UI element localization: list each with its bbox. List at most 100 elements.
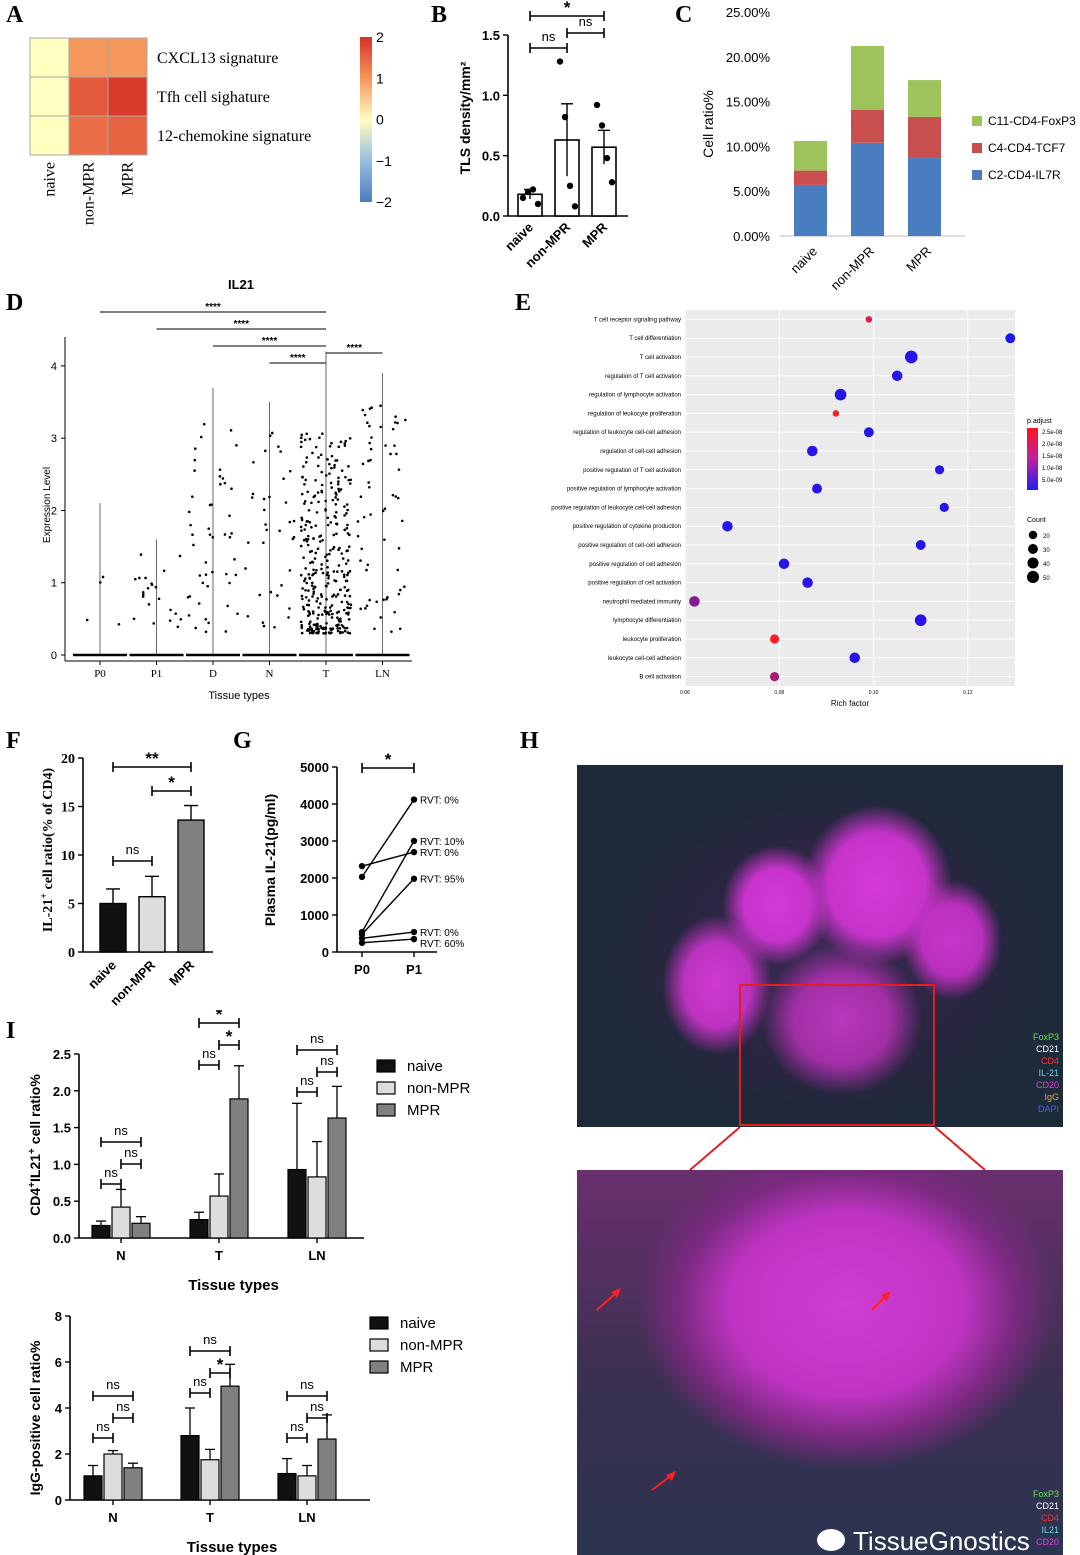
term-label: leukocyte proliferation — [623, 637, 681, 643]
y-tick-label: 1.0 — [482, 88, 500, 103]
cell-point — [306, 614, 310, 618]
channel-legend-top: FoxP3 CD21 CD4 IL-21 CD20 IgG DAPI — [1033, 1031, 1059, 1115]
cell-point — [310, 629, 314, 632]
cell-point — [347, 618, 351, 621]
padj-colorbar — [1027, 428, 1038, 490]
cell-point — [330, 486, 334, 489]
cell-point — [305, 581, 309, 585]
cell-point — [346, 508, 349, 512]
bar — [91, 1224, 111, 1239]
bar — [327, 1117, 347, 1239]
chart-i-cd4-il21-ratio: 0.00.51.01.52.02.5NnsnsnsTns**LNnsnsnsTi… — [27, 1010, 471, 1294]
y-tick-label: 2.0 — [53, 1084, 71, 1099]
y-axis-label: IgG-positive cell ratio% — [27, 1340, 43, 1495]
bar — [297, 1475, 317, 1501]
cell-point — [300, 626, 304, 630]
cell-point — [328, 631, 332, 635]
y-tick-label: 0 — [322, 945, 329, 960]
heatmap-cell — [29, 115, 70, 156]
y-axis-label: IL-21+ cell ratio(% of CD4) — [39, 767, 57, 932]
cell-point — [314, 479, 317, 482]
cell-point — [303, 579, 306, 583]
y-axis-label-sup: + — [27, 1148, 38, 1154]
cell-point — [337, 476, 340, 480]
cell-point — [191, 495, 194, 498]
cell-point — [324, 507, 327, 511]
legend-label: naive — [407, 1058, 443, 1075]
cell-point — [265, 528, 269, 532]
cell-point — [320, 567, 323, 571]
cell-point — [347, 478, 350, 482]
x-tick-label: LN — [375, 668, 390, 680]
legend-swatch — [376, 1059, 396, 1073]
data-point — [519, 194, 527, 202]
cell-point — [379, 616, 383, 619]
fluorescence-image-zoom: FoxP3 CD21 CD4 IL21 CD20 TissueGnostics — [577, 1170, 1063, 1555]
cell-point — [312, 568, 315, 572]
cell-point — [349, 478, 353, 482]
cell-point — [343, 505, 346, 508]
cell-point — [314, 551, 318, 555]
cell-point — [264, 523, 267, 526]
cell-point — [320, 563, 323, 566]
cell-point — [396, 421, 399, 425]
legend-swatch — [972, 143, 982, 153]
cell-point — [331, 498, 335, 502]
cell-point — [307, 534, 310, 538]
cell-point — [303, 438, 307, 442]
cell-point — [312, 612, 315, 615]
cell-point — [300, 516, 304, 520]
cell-point — [315, 600, 319, 603]
cell-point — [262, 624, 266, 628]
y-tick-label: 5.00% — [733, 184, 770, 199]
cell-point — [288, 569, 292, 572]
y-tick-label: 1.0 — [53, 1157, 71, 1172]
x-axis-label: Rich factor — [831, 699, 870, 708]
y-tick-label: 0.0 — [53, 1231, 71, 1246]
cell-point — [370, 436, 373, 439]
y-tick-label: 5 — [68, 898, 75, 913]
x-tick-label: N — [116, 1248, 125, 1263]
cell-point — [101, 575, 105, 579]
cell-point — [340, 552, 344, 555]
y-axis-label: Expression Level — [42, 467, 53, 543]
cell-point — [365, 568, 368, 572]
y-tick-label: 2.5 — [53, 1047, 71, 1062]
cell-point — [339, 440, 343, 444]
term-label: positive regulation of leukocyte cell-ce… — [551, 505, 681, 511]
cell-point — [346, 532, 350, 535]
cell-point — [300, 433, 304, 437]
cell-point — [359, 607, 362, 611]
cell-point — [333, 514, 336, 518]
bar-segment — [851, 46, 884, 110]
channel-label: CD21 — [1035, 1044, 1059, 1054]
sig-i-label: ns — [202, 1046, 216, 1061]
cell-point — [345, 526, 349, 530]
cell-point — [308, 577, 312, 580]
cell-point — [312, 592, 315, 596]
cell-point — [330, 454, 334, 458]
cell-point — [305, 520, 309, 523]
sig-i-label: * — [216, 1010, 223, 1024]
panel-letter-a: A — [6, 2, 24, 28]
cell-point — [366, 421, 369, 425]
x-axis-label: Tissue types — [208, 690, 270, 702]
cell-point — [307, 589, 310, 592]
wechat-icon — [817, 1529, 845, 1552]
cell-point — [210, 503, 213, 506]
x-tick-label: naive — [502, 220, 536, 254]
cell-point — [368, 424, 371, 428]
cell-point — [345, 626, 349, 630]
y-tick-label: 0.0 — [482, 209, 500, 224]
data-point — [598, 122, 606, 129]
cell-point — [336, 627, 339, 630]
heatmap-cell — [68, 37, 109, 78]
y-axis-label-part: cell ratio% — [27, 1074, 43, 1148]
cell-point — [246, 541, 250, 544]
panel-letter-e: E — [515, 290, 532, 316]
cell-point — [384, 444, 387, 447]
y-tick-label: 5000 — [300, 760, 329, 775]
p1-point — [410, 837, 418, 845]
term-label: B cell activation — [639, 675, 681, 681]
legend-label: C11-CD4-FoxP3 — [988, 114, 1076, 128]
